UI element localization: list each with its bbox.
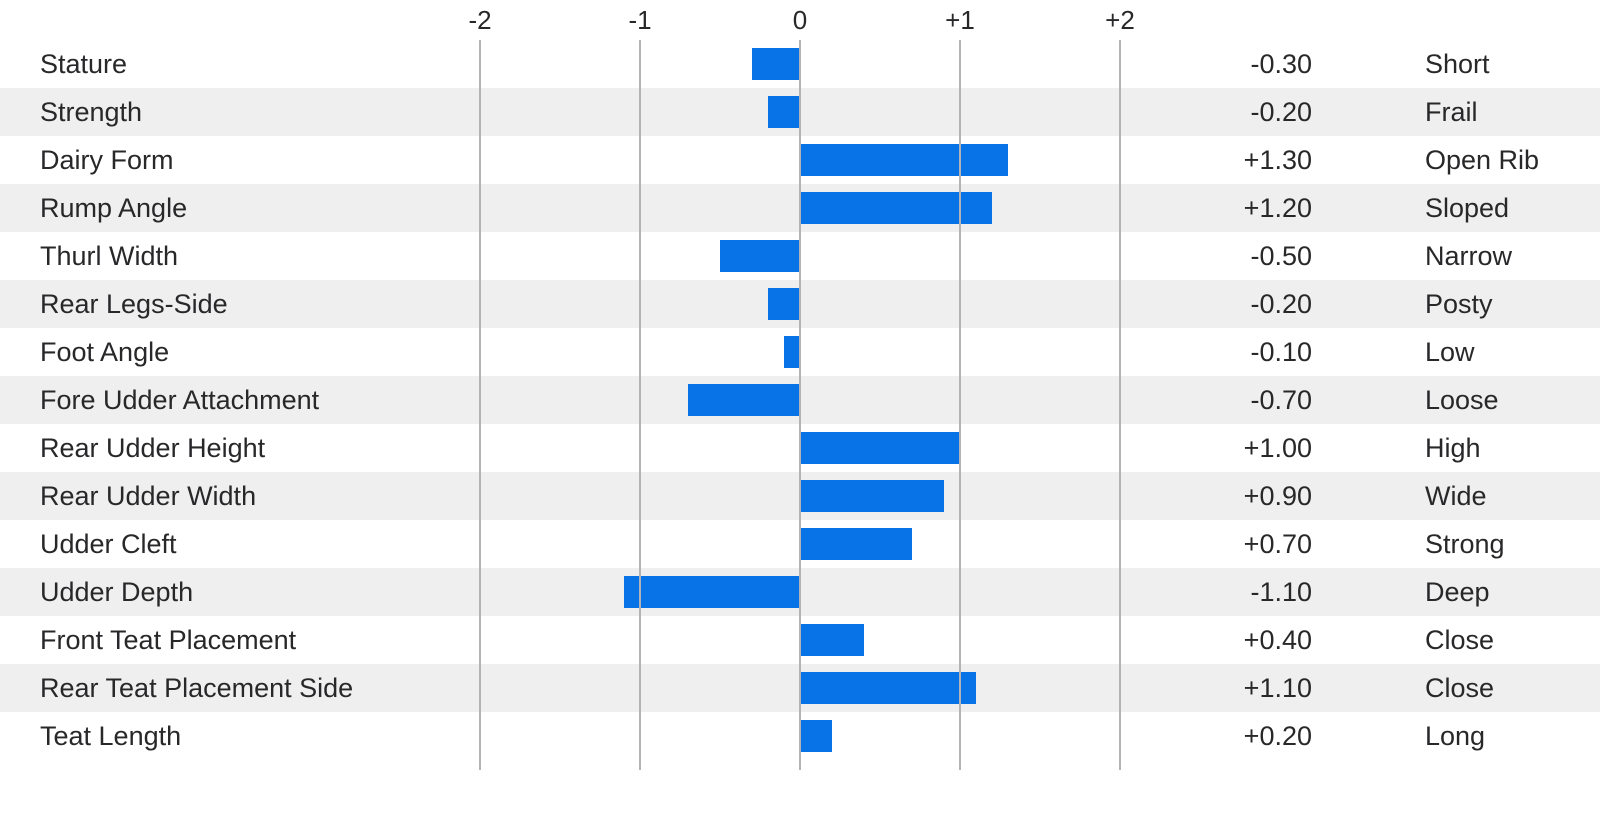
trait-descriptor: Close — [1425, 673, 1495, 703]
trait-label: Rear Udder Height — [40, 433, 266, 463]
gridline — [799, 40, 801, 770]
trait-bar — [768, 96, 800, 128]
trait-bar — [800, 192, 992, 224]
trait-label: Fore Udder Attachment — [40, 385, 320, 415]
trait-bar — [768, 288, 800, 320]
trait-bar — [800, 480, 944, 512]
trait-row: Teat Length +0.20 Long — [0, 712, 1600, 760]
trait-descriptor: High — [1425, 433, 1481, 463]
trait-row: Front Teat Placement +0.40 Close — [0, 616, 1600, 664]
trait-value: -1.10 — [1250, 577, 1312, 607]
trait-label: Rear Legs-Side — [40, 289, 228, 319]
trait-descriptor: Loose — [1425, 385, 1499, 415]
trait-value: -0.10 — [1250, 337, 1312, 367]
trait-label: Strength — [40, 97, 143, 127]
trait-bar — [800, 528, 912, 560]
trait-value: +0.20 — [1243, 721, 1312, 751]
trait-bar — [800, 720, 832, 752]
trait-descriptor: Strong — [1425, 529, 1505, 559]
trait-label: Front Teat Placement — [40, 625, 297, 655]
trait-value: +1.20 — [1243, 193, 1312, 223]
trait-label: Thurl Width — [40, 241, 179, 271]
trait-value: +1.00 — [1243, 433, 1312, 463]
trait-bar — [720, 240, 800, 272]
trait-row: Foot Angle -0.10 Low — [0, 328, 1600, 376]
x-axis-tick-label: +1 — [945, 5, 975, 35]
trait-descriptor: Low — [1425, 337, 1475, 367]
trait-bar — [624, 576, 800, 608]
trait-label: Rump Angle — [40, 193, 188, 223]
trait-value: +0.90 — [1243, 481, 1312, 511]
gridline — [1119, 40, 1121, 770]
trait-label: Rear Teat Placement Side — [40, 673, 354, 703]
trait-row: Udder Cleft +0.70 Strong — [0, 520, 1600, 568]
x-axis-tick-label: -1 — [628, 5, 652, 35]
trait-row: Dairy Form +1.30 Open Rib — [0, 136, 1600, 184]
trait-descriptor: Wide — [1425, 481, 1487, 511]
trait-bar — [800, 624, 864, 656]
gridline — [959, 40, 961, 770]
trait-label: Stature — [40, 49, 128, 79]
trait-bar — [800, 432, 960, 464]
trait-descriptor: Short — [1425, 49, 1490, 79]
trait-bar — [800, 672, 976, 704]
gridline — [479, 40, 481, 770]
trait-bar — [800, 144, 1008, 176]
trait-bar — [752, 48, 800, 80]
trait-descriptor: Posty — [1425, 289, 1493, 319]
x-axis-tick-label: 0 — [792, 5, 808, 35]
gridline — [639, 40, 641, 770]
trait-value: -0.20 — [1250, 97, 1312, 127]
trait-row: Stature -0.30 Short — [0, 40, 1600, 88]
trait-value: +0.70 — [1243, 529, 1312, 559]
x-axis-tick-label: +2 — [1105, 5, 1135, 35]
trait-value: -0.70 — [1250, 385, 1312, 415]
trait-label: Rear Udder Width — [40, 481, 257, 511]
trait-label: Foot Angle — [40, 337, 170, 367]
trait-descriptor: Sloped — [1425, 193, 1510, 223]
trait-value: -0.20 — [1250, 289, 1312, 319]
trait-value: +1.30 — [1243, 145, 1312, 175]
x-axis-tick-label: -2 — [468, 5, 492, 35]
trait-row: Rear Udder Height +1.00 High — [0, 424, 1600, 472]
trait-value: -0.30 — [1250, 49, 1312, 79]
trait-descriptor: Close — [1425, 625, 1495, 655]
trait-value: -0.50 — [1250, 241, 1312, 271]
trait-descriptor: Deep — [1425, 577, 1490, 607]
trait-descriptor: Open Rib — [1425, 145, 1540, 175]
trait-bar — [784, 336, 800, 368]
trait-descriptor: Narrow — [1425, 241, 1513, 271]
trait-label: Dairy Form — [40, 145, 174, 175]
trait-value: +1.10 — [1243, 673, 1312, 703]
trait-label: Udder Cleft — [40, 529, 177, 559]
trait-bar — [688, 384, 800, 416]
trait-value: +0.40 — [1243, 625, 1312, 655]
trait-label: Udder Depth — [40, 577, 194, 607]
trait-label: Teat Length — [40, 721, 182, 751]
trait-descriptor: Long — [1425, 721, 1486, 751]
trait-row: Thurl Width -0.50 Narrow — [0, 232, 1600, 280]
trait-descriptor: Frail — [1425, 97, 1478, 127]
